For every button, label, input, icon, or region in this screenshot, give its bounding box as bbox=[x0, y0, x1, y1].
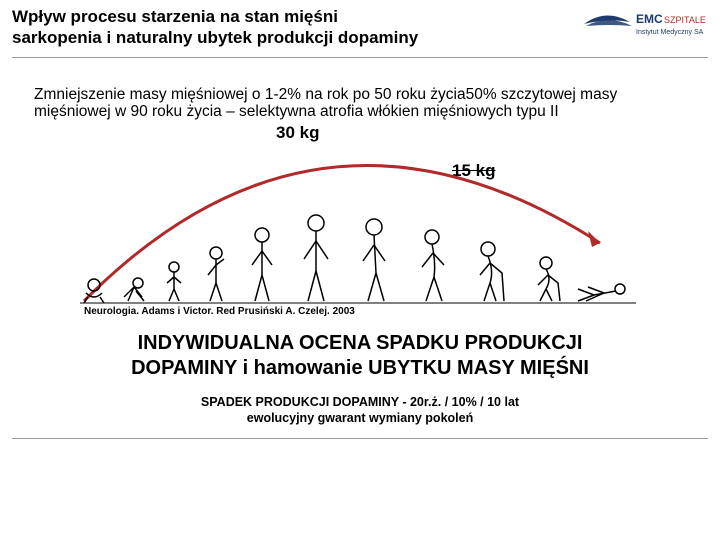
figure-very-old bbox=[538, 257, 560, 301]
subline-2: ewolucyjny gwarant wymiany pokoleń bbox=[0, 411, 720, 427]
aging-diagram: 30 kg 15 kg bbox=[40, 123, 680, 323]
logo-sub2: Instytut Medyczny SA bbox=[636, 29, 704, 36]
figure-middle-age bbox=[363, 219, 385, 301]
figure-baby-crawl bbox=[124, 278, 144, 301]
logo-sub1: SZPITALE bbox=[664, 15, 706, 25]
conclusion-line-1: INDYWIDUALNA OCENA SPADKU PRODUKCJI bbox=[0, 331, 720, 356]
figure-older bbox=[422, 230, 444, 301]
title-line-2: sarkopenia i naturalny ubytek produkcji … bbox=[12, 27, 570, 48]
figure-teen bbox=[252, 228, 272, 301]
subline-block: SPADEK PRODUKCJI DOPAMINY - 20r.ż. / 10%… bbox=[0, 395, 720, 426]
slide-header: Wpływ procesu starzenia na stan mięśni s… bbox=[0, 0, 720, 53]
figure-child bbox=[208, 247, 224, 301]
title-block: Wpływ procesu starzenia na stan mięśni s… bbox=[12, 6, 570, 49]
figure-lying bbox=[578, 284, 625, 301]
conclusion-block: INDYWIDUALNA OCENA SPADKU PRODUKCJI DOPA… bbox=[0, 331, 720, 381]
body-paragraph: Zmniejszenie masy mięśniowej o 1-2% na r… bbox=[0, 58, 720, 122]
title-line-1: Wpływ procesu starzenia na stan mięśni bbox=[12, 6, 570, 27]
figure-toddler bbox=[167, 262, 181, 301]
lifecycle-svg bbox=[40, 123, 680, 323]
mass-arc bbox=[84, 166, 600, 302]
subline-1: SPADEK PRODUKCJI DOPAMINY - 20r.ż. / 10%… bbox=[0, 395, 720, 411]
footer-divider bbox=[12, 438, 708, 439]
conclusion-line-2: DOPAMINY i hamowanie UBYTKU MASY MIĘŚNI bbox=[0, 356, 720, 381]
figure-adult bbox=[304, 215, 328, 301]
arc-arrowhead bbox=[588, 231, 600, 247]
logo-brand: EMC bbox=[636, 12, 663, 26]
diagram-citation: Neurologia. Adams i Victor. Red Prusińsk… bbox=[84, 306, 355, 317]
emc-logo: EMC SZPITALE Instytut Medyczny SA bbox=[578, 8, 708, 46]
figure-elderly-cane bbox=[480, 242, 504, 301]
